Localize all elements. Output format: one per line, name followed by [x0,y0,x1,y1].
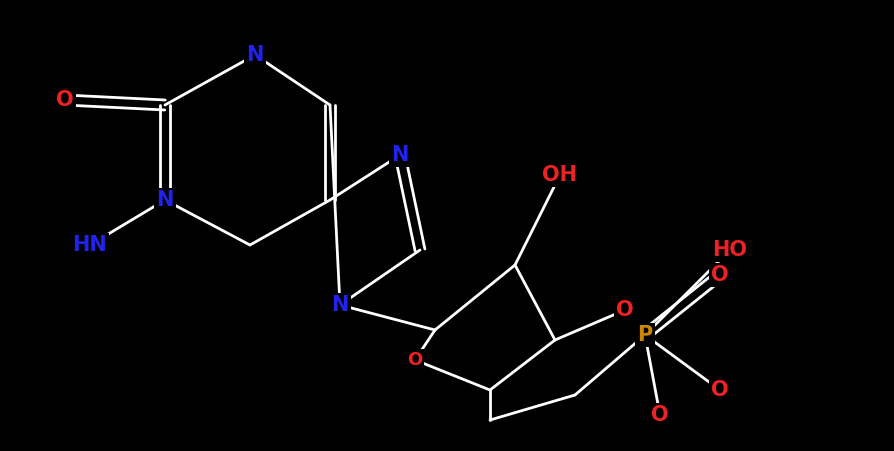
Text: O: O [711,380,728,400]
Text: N: N [246,45,264,65]
Text: N: N [391,145,409,165]
Text: O: O [651,405,668,425]
Text: HO: HO [712,240,746,260]
Text: N: N [331,295,349,315]
Text: O: O [407,351,422,369]
Text: HN: HN [72,235,107,255]
Text: N: N [156,190,173,210]
Text: O: O [711,265,728,285]
Text: OH: OH [542,165,577,185]
Text: O: O [615,300,633,320]
Text: P: P [637,325,652,345]
Text: O: O [56,90,73,110]
